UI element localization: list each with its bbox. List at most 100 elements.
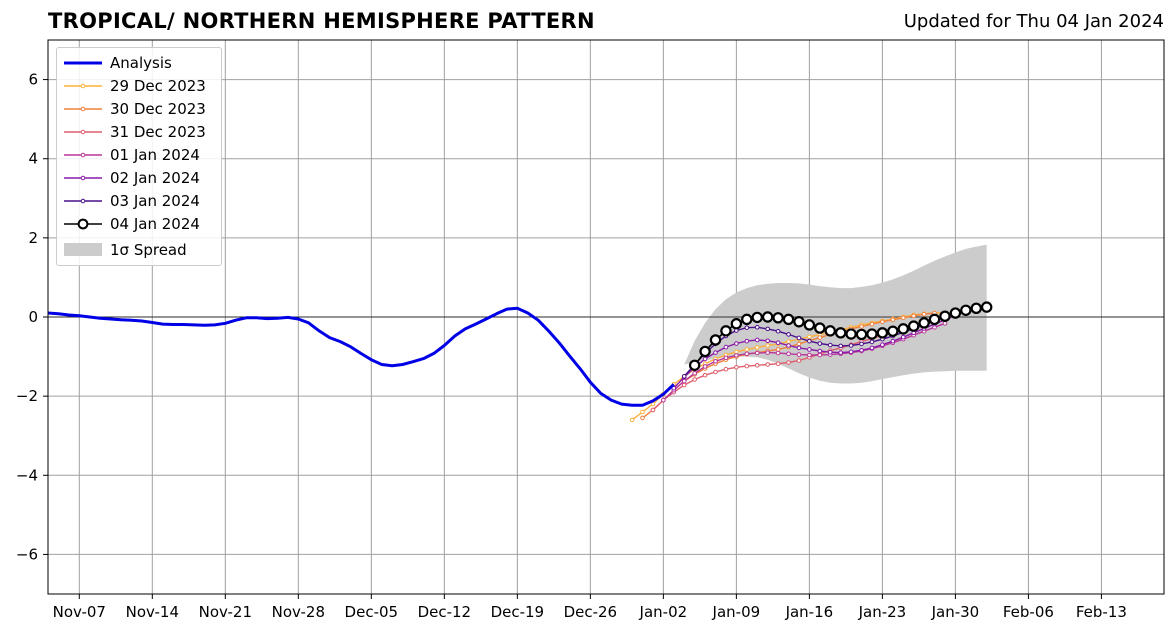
legend-label: 02 Jan 2024	[110, 169, 200, 187]
data-point	[744, 351, 750, 357]
data-point	[688, 359, 701, 371]
data-point	[754, 324, 760, 330]
data-point	[671, 385, 677, 391]
legend-item: 03 Jan 2024	[57, 191, 223, 211]
legend-swatch	[64, 83, 102, 89]
x-tick-label: Nov-28	[272, 603, 325, 621]
legend-marker	[80, 152, 86, 158]
x-tick-label: Jan-02	[639, 603, 688, 621]
data-point	[859, 341, 864, 347]
data-point	[629, 417, 635, 423]
y-tick-label: −6	[16, 545, 38, 563]
data-point	[786, 332, 791, 337]
data-point	[970, 302, 982, 314]
data-point	[713, 369, 718, 375]
analysis-line	[47, 306, 675, 407]
data-point	[817, 341, 823, 346]
data-point	[775, 328, 781, 334]
data-point	[754, 362, 760, 368]
data-point	[876, 327, 889, 339]
data-point	[786, 343, 791, 348]
legend-label: 31 Dec 2023	[110, 123, 206, 141]
legend-marker	[80, 198, 86, 204]
legend-swatch	[64, 152, 102, 158]
legend-marker	[80, 129, 86, 135]
data-point	[765, 326, 770, 332]
x-tick-label: Jan-23	[858, 603, 907, 621]
data-point	[817, 348, 823, 354]
y-tick-label: 2	[28, 229, 38, 247]
legend-swatch	[64, 218, 102, 230]
x-tick-label: Jan-16	[785, 603, 834, 621]
x-tick-label: Dec-12	[418, 603, 472, 621]
data-point	[880, 342, 885, 348]
data-point	[734, 349, 739, 355]
legend-item: 04 Jan 2024	[57, 214, 223, 234]
data-point	[838, 350, 843, 355]
data-point	[744, 325, 750, 330]
x-tick-label: Nov-14	[126, 603, 179, 621]
updated-date: Updated for Thu 04 Jan 2024	[903, 11, 1164, 32]
data-point	[803, 319, 816, 331]
data-point	[900, 315, 906, 321]
y-tick-label: −2	[16, 387, 38, 405]
legend: Analysis 29 Dec 2023 30 Dec 2023 31 Dec 202…	[56, 47, 222, 266]
legend-item: 31 Dec 2023	[57, 122, 223, 142]
data-point	[817, 352, 823, 358]
legend-marker	[80, 83, 86, 89]
data-point	[744, 338, 750, 344]
data-point	[744, 347, 750, 352]
data-point	[814, 322, 826, 334]
data-point	[793, 316, 805, 328]
data-point	[900, 334, 906, 340]
data-point	[911, 313, 916, 319]
legend-patch	[64, 243, 102, 256]
legend-swatch	[64, 243, 102, 256]
y-tick-label: −4	[16, 466, 38, 484]
x-tick-labels: Nov-07 Nov-14 Nov-21 Nov-28 Dec-05 Dec-12 Dec-…	[53, 594, 1127, 621]
x-tick-label: Dec-19	[491, 603, 545, 621]
y-tick-labels: 6 4 2 0 −2 −4 −6	[16, 71, 48, 563]
data-point	[754, 337, 760, 343]
series-line	[662, 322, 946, 401]
data-point	[960, 304, 972, 316]
forecast-series	[629, 301, 993, 423]
data-point	[702, 356, 708, 362]
legend-swatch	[64, 198, 102, 204]
data-point	[775, 361, 781, 366]
data-point	[775, 350, 781, 356]
data-point	[681, 382, 687, 388]
data-point	[859, 347, 864, 353]
legend-marker	[77, 218, 89, 230]
x-tick-label: Jan-09	[712, 603, 761, 621]
legend-item: 02 Jan 2024	[57, 168, 223, 188]
data-point	[855, 328, 868, 341]
legend-marker	[80, 106, 86, 112]
x-tick-label: Nov-07	[53, 603, 106, 621]
spread-band	[684, 244, 987, 384]
data-point	[796, 352, 802, 357]
data-point	[807, 352, 812, 358]
data-point	[741, 313, 753, 326]
series-line	[673, 314, 956, 389]
series-jan04	[688, 301, 993, 371]
data-point	[723, 344, 729, 350]
data-point	[730, 318, 743, 330]
data-point	[827, 349, 833, 355]
data-point	[761, 311, 774, 323]
data-point	[640, 409, 645, 415]
data-point	[640, 415, 645, 421]
data-point	[890, 317, 896, 323]
y-tick-label: 0	[28, 308, 38, 326]
data-point	[921, 311, 927, 317]
data-point	[980, 301, 993, 313]
data-point	[699, 345, 711, 358]
x-tick-label: Feb-13	[1076, 603, 1127, 621]
data-point	[765, 343, 770, 348]
data-point	[859, 324, 864, 329]
data-point	[723, 366, 729, 372]
data-point	[866, 328, 878, 340]
data-point	[807, 334, 812, 340]
data-point	[681, 378, 687, 384]
data-point	[723, 355, 729, 361]
